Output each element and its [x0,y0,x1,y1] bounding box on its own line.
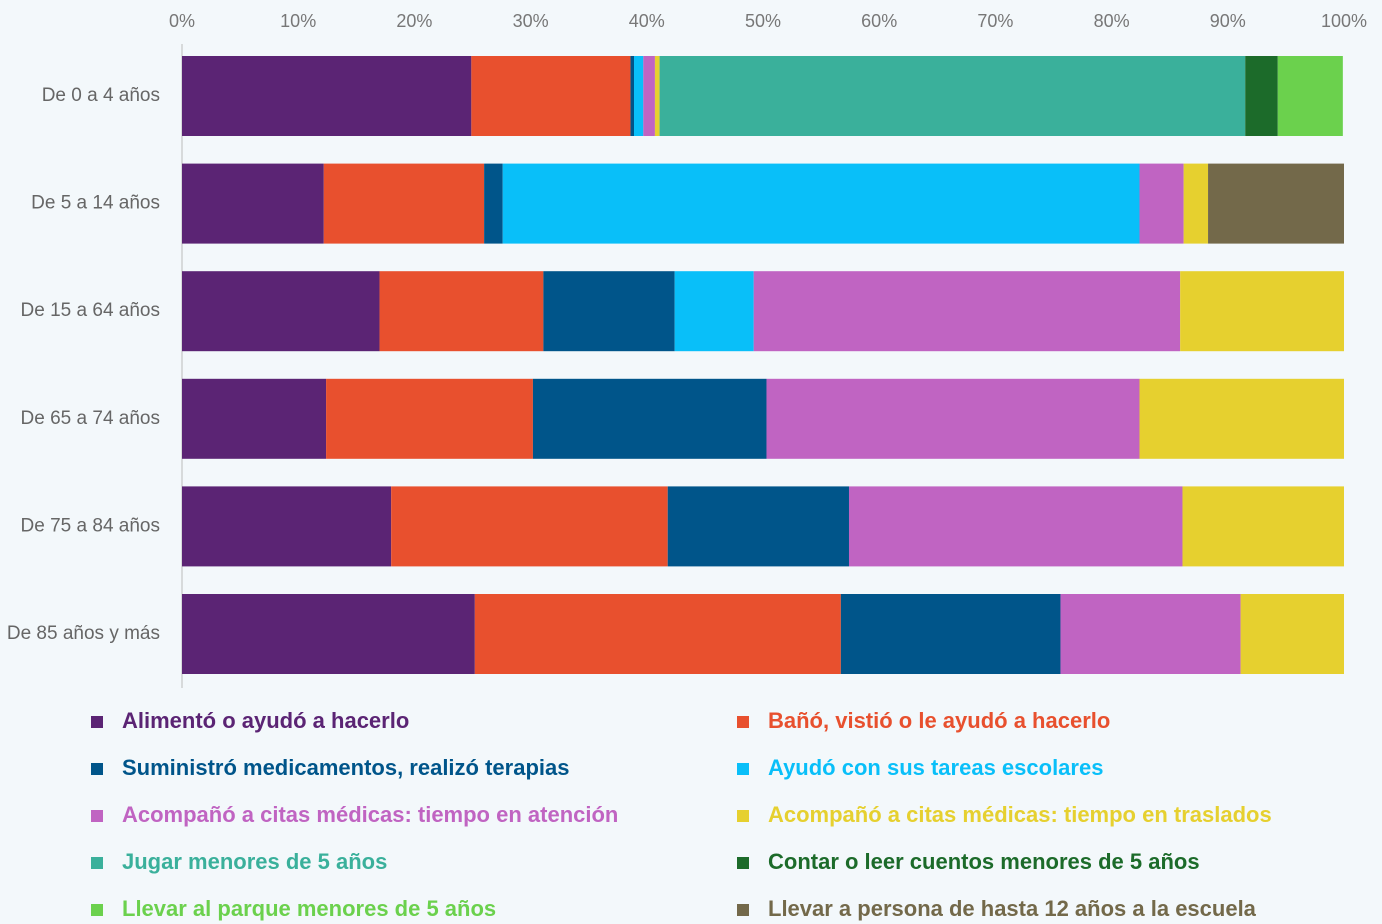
legend-swatch [91,857,103,869]
category-label: De 0 a 4 años [42,85,160,106]
bar-segment [182,271,380,352]
legend-label: Jugar menores de 5 años [122,849,387,874]
x-tick-label: 70% [977,11,1013,31]
bar-segment [1180,271,1344,352]
bar-segment [1060,594,1241,674]
bar-segment [474,594,841,674]
legend-swatch [737,857,749,869]
bar-segment [543,271,675,352]
x-tick-label: 100% [1321,11,1367,31]
bar-segment [766,378,1140,459]
category-label: De 5 a 14 años [31,193,160,214]
bar-segment [323,163,485,244]
bar-segment [659,56,1246,136]
bar-segment [753,271,1181,352]
legend-swatch [737,716,749,728]
bar-segment [1240,594,1344,674]
x-tick-label: 0% [169,11,195,31]
bar-segment [840,594,1061,674]
bar-segment [643,56,655,136]
bar-segment [182,486,392,567]
bar-segment [1183,163,1209,244]
x-tick-label: 30% [513,11,549,31]
x-tick-label: 40% [629,11,665,31]
legend-swatch [91,716,103,728]
legend-swatch [91,763,103,775]
bar-segment [630,56,635,136]
bar-segment [484,163,503,244]
legend-swatch [91,810,103,822]
legend-label: Llevar a persona de hasta 12 años a la e… [768,896,1257,921]
x-tick-label: 50% [745,11,781,31]
bar-segment [1139,378,1344,459]
legend-swatch [737,904,749,916]
bar-segment [471,56,631,136]
bar-segment [1208,163,1344,244]
bar-segment [182,163,324,244]
x-tick-label: 90% [1210,11,1246,31]
legend-label: Llevar al parque menores de 5 años [122,896,496,921]
x-tick-label: 20% [396,11,432,31]
category-label: De 85 años y más [7,623,160,644]
bar-segment [1139,163,1184,244]
bar-segment [848,486,1183,567]
x-tick-label: 80% [1094,11,1130,31]
bar-segment [1245,56,1278,136]
legend-swatch [737,810,749,822]
legend-label: Suministró medicamentos, realizó terapia… [122,755,569,780]
bar-segment [182,378,327,459]
category-label: De 15 a 64 años [21,300,160,321]
bar-segment [654,56,660,136]
bar-segment [1277,56,1343,136]
legend-label: Ayudó con sus tareas escolares [768,755,1103,780]
bar-segment [182,56,472,136]
legend-label: Bañó, vistió o le ayudó a hacerlo [768,708,1110,733]
bar-segment [379,271,544,352]
bar-segment [667,486,849,567]
bar-segment [674,271,754,352]
legend-label: Acompañó a citas médicas: tiempo en aten… [122,802,618,827]
bar-segment [182,594,475,674]
bar-segment [502,163,1140,244]
category-label: De 75 a 84 años [21,515,160,536]
legend-swatch [91,904,103,916]
bar-segment [634,56,644,136]
bar-segment [391,486,668,567]
legend-swatch [737,763,749,775]
bar-segment [1182,486,1344,567]
x-tick-label: 10% [280,11,316,31]
bar-segment [532,378,767,459]
legend-label: Alimentó o ayudó a hacerlo [122,708,409,733]
x-tick-label: 60% [861,11,897,31]
bar-segment [326,378,533,459]
legend-label: Contar o leer cuentos menores de 5 años [768,849,1200,874]
legend-label: Acompañó a citas médicas: tiempo en tras… [768,802,1272,827]
category-label: De 65 a 74 años [21,408,160,429]
